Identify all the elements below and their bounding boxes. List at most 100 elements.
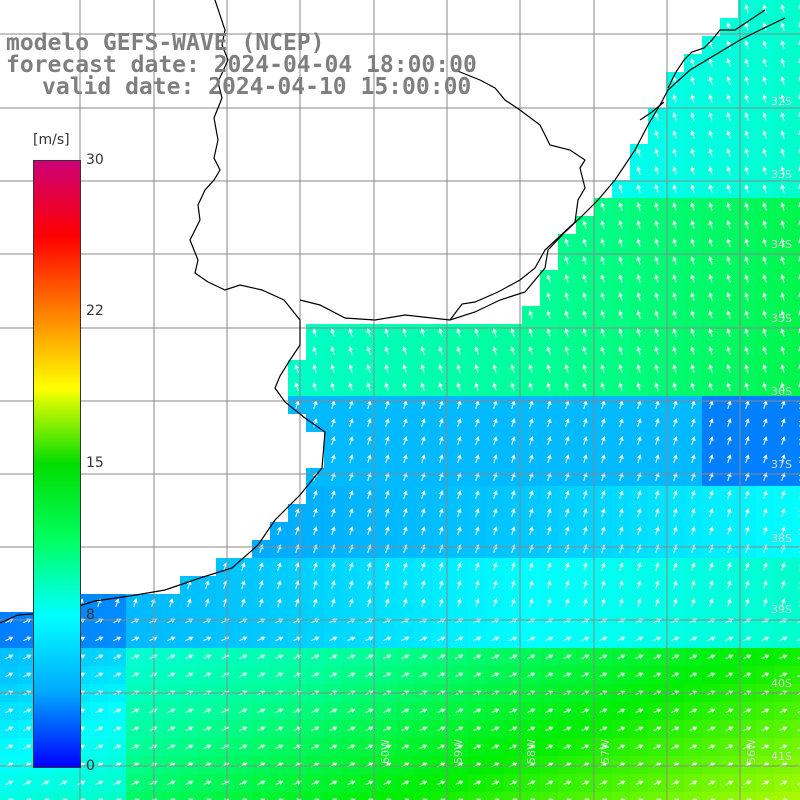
wind-arrow [654, 508, 660, 517]
wind-arrow [654, 148, 660, 157]
rio-de-la-plata-outline [449, 69, 586, 321]
wind-cell [666, 792, 684, 800]
wind-arrow [762, 220, 768, 229]
wind-arrow [348, 562, 354, 571]
wind-arrow [672, 508, 678, 517]
wind-arrow [474, 382, 480, 391]
wind-arrow [239, 726, 248, 732]
wind-arrow [671, 654, 680, 660]
wind-arrow [671, 672, 680, 678]
wind-arrow [582, 526, 588, 535]
wind-arrow [636, 436, 642, 445]
wind-cell [504, 792, 522, 800]
wind-arrow [438, 382, 444, 391]
wind-arrow [690, 418, 696, 427]
wind-arrow [582, 580, 588, 589]
wind-arrow [762, 562, 768, 571]
wind-arrow [294, 580, 300, 589]
wind-arrow [564, 598, 570, 607]
wind-arrow [744, 238, 750, 247]
wind-arrow [654, 418, 660, 427]
wind-arrow [600, 256, 606, 265]
wind-arrow [761, 726, 770, 732]
wind-arrow [131, 744, 140, 750]
wind-arrow [546, 274, 552, 283]
wind-arrow [492, 418, 498, 427]
wind-arrow [131, 708, 140, 714]
wind-cell [306, 792, 324, 800]
wind-arrow [329, 780, 338, 786]
wind-arrow [726, 328, 732, 337]
wind-arrow [384, 382, 390, 391]
wind-arrow [546, 292, 552, 301]
wind-arrow [563, 654, 572, 660]
wind-arrow [744, 436, 750, 445]
wind-arrow [654, 256, 660, 265]
wind-arrow [113, 744, 122, 750]
wind-arrow [329, 744, 338, 750]
wind-arrow [528, 526, 534, 535]
wind-arrow [438, 364, 444, 373]
wind-arrow [59, 780, 68, 786]
wind-arrow [636, 382, 642, 391]
wind-arrow [797, 638, 800, 642]
wind-arrow [365, 654, 374, 660]
wind-arrow [564, 328, 570, 337]
wind-arrow [546, 346, 552, 355]
wind-arrow [744, 490, 750, 499]
wind-arrow [725, 726, 734, 732]
wind-arrow [744, 454, 750, 463]
wind-arrow [5, 780, 14, 786]
wind-arrow [329, 654, 338, 660]
wind-arrow [23, 726, 32, 732]
wind-arrow [348, 508, 354, 517]
wind-arrow [726, 436, 732, 445]
wind-arrow [348, 364, 354, 373]
wind-arrow [312, 364, 318, 373]
wind-arrow [509, 654, 518, 660]
wind-cell [522, 792, 540, 800]
wind-arrow [492, 580, 498, 589]
wind-arrow [780, 202, 786, 211]
wind-arrow [528, 310, 534, 319]
wind-arrow [545, 744, 554, 750]
wind-arrow [797, 656, 800, 660]
wind-arrow [744, 274, 750, 283]
wind-arrow [473, 654, 482, 660]
wind-arrow [581, 780, 590, 786]
wind-arrow [797, 728, 800, 732]
wind-arrow [726, 238, 732, 247]
wind-arrow [671, 708, 680, 714]
wind-arrow [312, 328, 318, 337]
wind-arrow [600, 328, 606, 337]
wind-arrow [672, 346, 678, 355]
wind-arrow [402, 598, 408, 607]
wind-arrow [366, 598, 372, 607]
wind-arrow [311, 708, 320, 714]
wind-arrow [401, 780, 410, 786]
wind-arrow [276, 562, 282, 571]
wind-arrow [690, 292, 696, 301]
wind-arrow [762, 148, 768, 157]
wind-arrow [762, 508, 768, 517]
wind-arrow [474, 328, 480, 337]
wind-arrow [780, 346, 786, 355]
wind-arrow [545, 654, 554, 660]
wind-arrow [383, 636, 392, 642]
wind-arrow [653, 672, 662, 678]
wind-arrow [780, 454, 786, 463]
wind-arrow [672, 112, 678, 121]
wind-arrow [708, 238, 714, 247]
coastline [0, 0, 786, 624]
wind-arrow [275, 744, 284, 750]
wind-arrow [636, 220, 642, 229]
wind-arrow [420, 508, 426, 517]
wind-arrow [347, 726, 356, 732]
wind-arrow [492, 328, 498, 337]
wind-arrow [654, 346, 660, 355]
wind-arrow [744, 94, 750, 103]
wind-arrow [348, 382, 354, 391]
wind-arrow [312, 526, 318, 535]
wind-cell [540, 792, 558, 800]
wind-arrow [510, 508, 516, 517]
